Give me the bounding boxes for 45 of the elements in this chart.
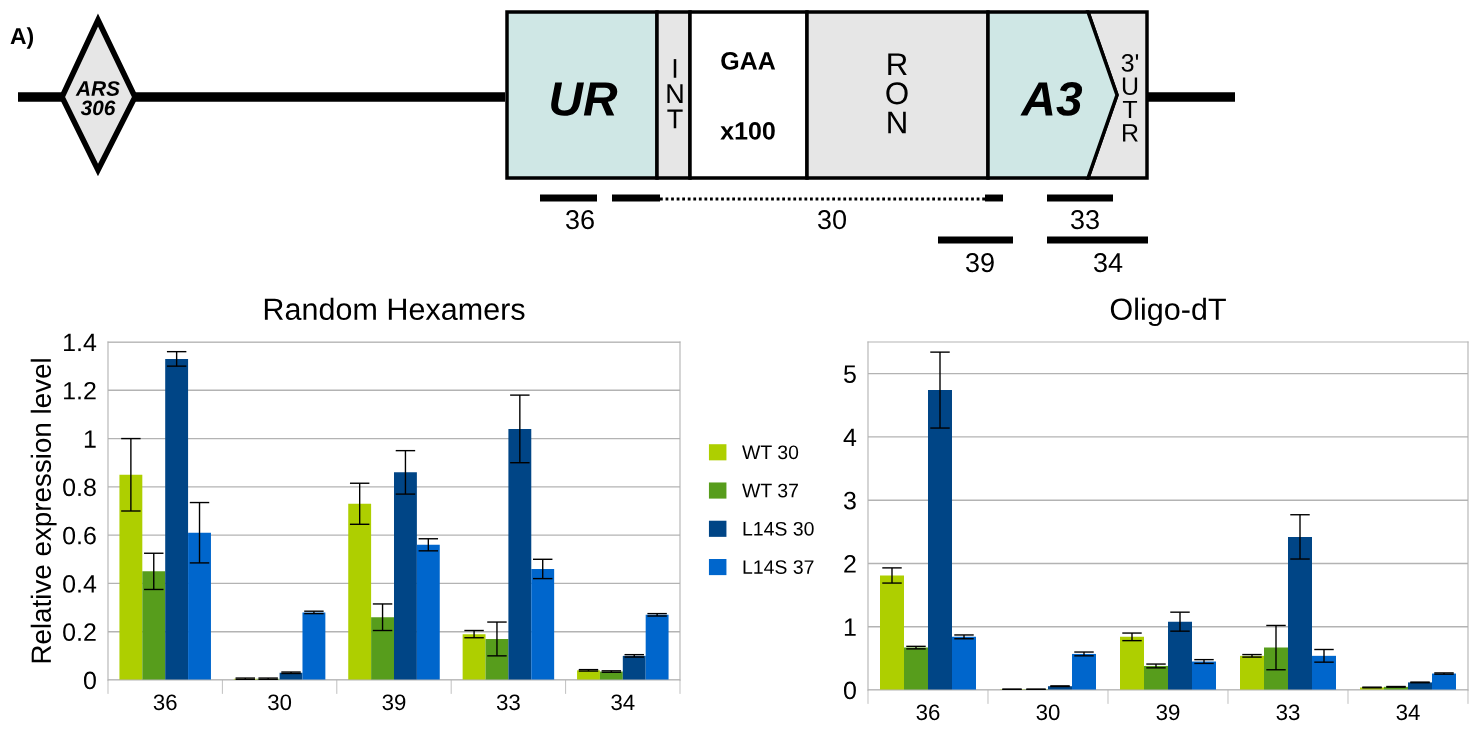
y-tick-label: 0.2 (63, 623, 96, 642)
y-tick-label: 0 (83, 671, 96, 690)
x-tick-label: 34 (611, 694, 635, 711)
text: UR (551, 82, 618, 116)
text: 30 (817, 210, 846, 230)
text: ARS 306 (75, 81, 120, 116)
y-tick-label: 1.2 (64, 381, 96, 400)
text: x100 (720, 122, 775, 140)
text: 34 (1093, 253, 1123, 273)
y-tick-label: 1 (84, 430, 96, 448)
x-tick-label: 39 (1156, 704, 1180, 721)
text: R O N (886, 53, 908, 134)
x-tick-label: 36 (153, 694, 177, 711)
x-tick-label: 30 (1036, 704, 1060, 721)
legend-label: WT 37 (742, 483, 798, 498)
x-tick-label: 30 (268, 694, 292, 711)
x-tick-label: 39 (382, 694, 406, 711)
y-tick-label: 2 (844, 555, 856, 573)
y-tick-label: 0.4 (63, 575, 97, 593)
text: A3 (1020, 81, 1083, 116)
legend-label: L14S 37 (743, 560, 814, 574)
text: 39 (965, 253, 994, 273)
y-axis-title: Relative expression level (30, 359, 57, 663)
text: I N T (667, 59, 683, 129)
x-tick-label: 34 (1396, 704, 1420, 721)
y-tick-label: 5 (843, 365, 856, 383)
text: 33 (1070, 210, 1099, 230)
y-tick-label: 0.6 (63, 526, 96, 545)
chart-title: Oligo-dT (1110, 297, 1226, 327)
y-tick-label: 1 (844, 618, 856, 636)
y-tick-label: 3 (843, 491, 856, 510)
legend-label: WT 30 (742, 445, 799, 460)
y-tick-label: 1.4 (64, 333, 97, 352)
x-tick-label: 36 (916, 704, 940, 721)
legend-label: L14S 30 (743, 521, 814, 536)
y-tick-label: 0 (843, 681, 856, 700)
y-tick-label: 4 (843, 428, 857, 446)
text: GAA (721, 52, 776, 70)
x-tick-label: 33 (1276, 704, 1300, 721)
chart-title: Random Hexamers (264, 297, 525, 321)
x-tick-label: 33 (496, 694, 520, 711)
text: A) (10, 27, 34, 49)
y-tick-label: 0.8 (63, 478, 96, 497)
text: 36 (565, 210, 594, 230)
text: 3' U T R (1121, 54, 1139, 142)
